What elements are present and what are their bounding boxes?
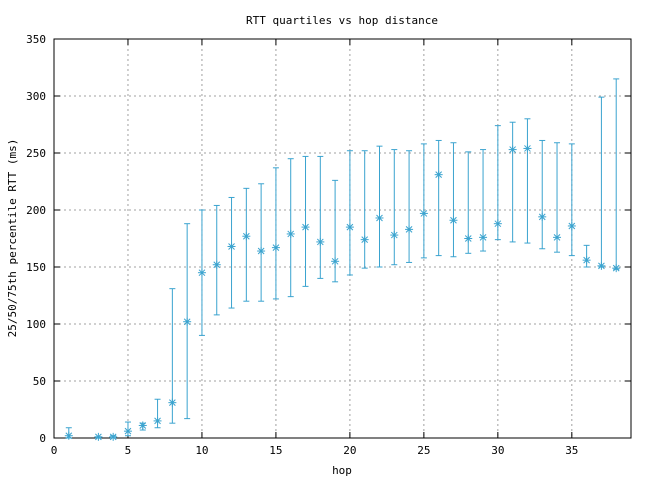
median-marker xyxy=(494,220,502,228)
median-marker xyxy=(257,247,265,255)
median-marker xyxy=(509,146,516,153)
data-point-hop-37 xyxy=(597,96,606,270)
data-point-hop-34 xyxy=(553,142,562,253)
x-tick-label: 35 xyxy=(565,444,578,457)
y-tick-label: 250 xyxy=(26,147,46,160)
median-marker xyxy=(479,234,487,241)
median-marker xyxy=(109,433,117,441)
x-tick-label: 10 xyxy=(195,444,208,457)
data-point-hop-3 xyxy=(94,432,103,441)
y-tick-label: 0 xyxy=(39,432,46,445)
median-marker xyxy=(346,223,354,231)
data-point-hop-6 xyxy=(138,421,147,431)
median-marker xyxy=(331,257,339,265)
data-point-hop-23 xyxy=(390,149,399,266)
data-point-hop-12 xyxy=(227,196,236,309)
data-point-hop-22 xyxy=(375,145,384,268)
data-point-hop-9 xyxy=(183,223,192,420)
median-marker xyxy=(583,256,590,264)
median-marker xyxy=(139,422,147,429)
median-marker xyxy=(198,269,206,277)
median-marker xyxy=(524,145,531,152)
median-marker xyxy=(287,230,295,238)
median-marker xyxy=(538,213,546,221)
median-marker xyxy=(228,243,235,250)
data-point-hop-10 xyxy=(197,209,206,336)
plot-frame xyxy=(53,38,632,439)
data-point-hop-15 xyxy=(271,167,280,300)
median-marker xyxy=(435,171,443,179)
data-point-hop-17 xyxy=(301,155,310,287)
data-point-hop-4 xyxy=(109,432,118,441)
data-series xyxy=(64,78,621,441)
median-marker xyxy=(213,261,221,269)
data-point-hop-1 xyxy=(64,427,73,440)
x-tick-label: 25 xyxy=(417,444,430,457)
median-marker xyxy=(450,216,457,224)
x-tick-label: 15 xyxy=(269,444,282,457)
median-marker xyxy=(376,214,383,222)
median-marker xyxy=(390,231,398,239)
data-point-hop-21 xyxy=(360,150,369,269)
median-marker xyxy=(95,433,102,441)
median-marker xyxy=(124,427,132,435)
data-point-hop-26 xyxy=(434,139,443,257)
x-tick-label: 20 xyxy=(343,444,356,457)
data-point-hop-28 xyxy=(464,151,473,254)
data-point-hop-35 xyxy=(567,143,576,257)
data-point-hop-11 xyxy=(212,204,221,316)
data-point-hop-31 xyxy=(508,121,517,243)
y-tick-label: 350 xyxy=(26,33,46,46)
data-point-hop-14 xyxy=(257,183,266,302)
data-point-hop-20 xyxy=(345,150,354,276)
tick-labels: 0 50 100 150 200 250 300 350 0 5 10 15 20 25 30 35 xyxy=(26,33,578,457)
data-point-hop-16 xyxy=(286,158,295,298)
median-marker xyxy=(65,432,73,440)
median-marker xyxy=(316,238,324,246)
data-point-hop-27 xyxy=(449,142,458,258)
median-marker xyxy=(361,236,369,243)
data-point-hop-30 xyxy=(493,125,502,241)
y-tick-label: 300 xyxy=(26,90,46,103)
chart-title: RTT quartiles vs hop distance xyxy=(246,14,438,27)
y-axis-label: 25/50/75th percentile RTT (ms) xyxy=(6,139,19,338)
median-marker xyxy=(302,223,309,231)
y-tick-label: 150 xyxy=(26,261,46,274)
axis-ticks xyxy=(53,38,631,439)
y-tick-label: 200 xyxy=(26,204,46,217)
median-marker xyxy=(154,417,161,425)
median-marker xyxy=(242,232,250,240)
data-point-hop-19 xyxy=(331,179,340,283)
median-marker xyxy=(464,235,472,242)
data-point-hop-13 xyxy=(242,187,251,302)
grid-lines xyxy=(54,39,631,438)
data-point-hop-24 xyxy=(405,150,414,263)
median-marker xyxy=(272,244,280,251)
data-point-hop-38 xyxy=(612,78,621,273)
median-marker xyxy=(553,234,561,241)
data-point-hop-29 xyxy=(479,149,488,252)
median-marker xyxy=(420,210,428,217)
data-point-hop-18 xyxy=(316,155,325,279)
data-point-hop-8 xyxy=(168,288,177,424)
median-marker xyxy=(183,318,191,326)
median-marker xyxy=(169,399,176,407)
data-point-hop-5 xyxy=(123,421,132,437)
y-tick-label: 100 xyxy=(26,318,46,331)
data-point-hop-7 xyxy=(153,398,162,429)
x-tick-label: 0 xyxy=(51,444,58,457)
y-tick-label: 50 xyxy=(33,375,46,388)
median-marker xyxy=(405,226,413,233)
x-tick-label: 5 xyxy=(125,444,132,457)
median-marker xyxy=(612,264,620,272)
data-point-hop-33 xyxy=(538,139,547,250)
median-marker xyxy=(568,222,576,230)
x-axis-label: hop xyxy=(332,464,352,477)
x-tick-label: 30 xyxy=(491,444,504,457)
data-point-hop-25 xyxy=(419,143,428,259)
data-point-hop-36 xyxy=(582,244,591,268)
data-point-hop-32 xyxy=(523,118,532,244)
median-marker xyxy=(598,262,605,270)
